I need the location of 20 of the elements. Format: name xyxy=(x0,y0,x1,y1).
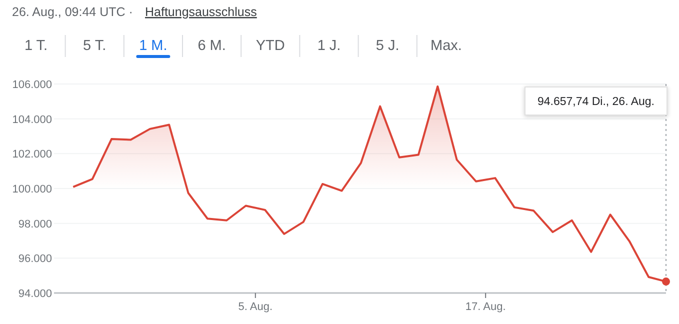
text: Max. xyxy=(430,38,462,54)
y-tick-label: 100.000 xyxy=(12,184,52,196)
annotation: 94.657,74 Di., 26. Aug. xyxy=(537,96,655,108)
text: 5 J. xyxy=(376,38,400,54)
y-tick-label: 98.000 xyxy=(18,218,52,230)
y-tick-label: 94.000 xyxy=(18,288,52,300)
text: 1 T. xyxy=(24,38,48,54)
x-tick-label: 17. Aug. xyxy=(465,301,506,313)
text: YTD xyxy=(256,38,285,54)
text: 5 T. xyxy=(83,38,106,54)
x-tick-label: 5. Aug. xyxy=(238,301,273,313)
text: 1 J. xyxy=(317,38,341,54)
y-tick-label: 104.000 xyxy=(12,114,52,126)
y-tick-label: 96.000 xyxy=(18,253,52,266)
text: 6 M. xyxy=(198,38,226,54)
y-tick-label: 106.000 xyxy=(12,79,52,91)
chart-subtitle: Haftungsausschluss xyxy=(145,5,257,19)
text: 1 M. xyxy=(139,38,168,54)
chart-title: 26. Aug., 09:44 UTC · xyxy=(12,5,133,19)
y-tick-label: 102.000 xyxy=(12,148,52,161)
